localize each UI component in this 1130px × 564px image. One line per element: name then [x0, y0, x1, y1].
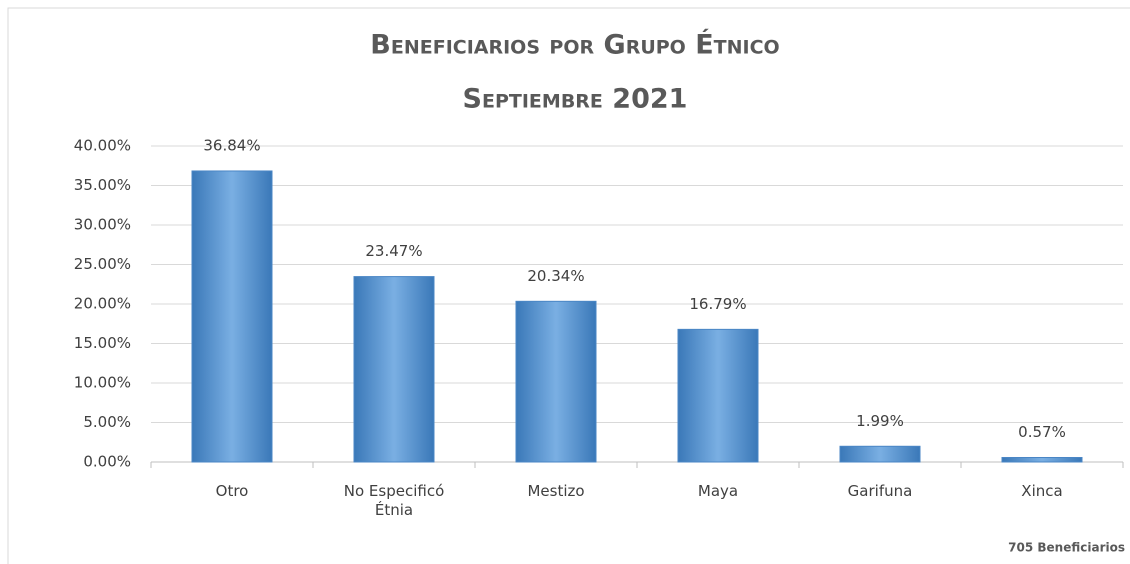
bar [191, 170, 273, 463]
x-tick-label: Maya [697, 482, 739, 500]
y-tick-label: 0.00% [83, 453, 131, 471]
y-tick-label: 40.00% [74, 137, 131, 155]
x-tick-label: Mestizo [527, 482, 585, 500]
bar [515, 300, 597, 463]
x-tick-label: No Especificó Étnia [343, 482, 445, 519]
data-label: 1.99% [856, 412, 904, 430]
y-tick-label: 10.00% [74, 374, 131, 392]
y-tick-label: 15.00% [74, 334, 131, 352]
data-label: 23.47% [365, 242, 422, 260]
x-tick-label: Otro [215, 482, 249, 500]
x-tick-label: Garifuna [847, 482, 913, 500]
annotation: 705 Beneficiarios [1008, 541, 1125, 555]
bar [839, 445, 921, 463]
y-tick-label: 35.00% [74, 176, 131, 194]
y-tick-label: 25.00% [74, 255, 131, 273]
data-label: 0.57% [1018, 423, 1066, 441]
data-label: 36.84% [203, 136, 260, 154]
data-label: 20.34% [527, 267, 584, 285]
chart-border [7, 7, 1130, 564]
bar [1001, 456, 1083, 463]
y-tick-label: 20.00% [74, 295, 131, 313]
y-tick-label: 5.00% [83, 413, 131, 431]
chart-title: Beneficiarios por Grupo Étnico [370, 29, 779, 61]
data-label: 16.79% [689, 295, 746, 313]
chart-subtitle: Septiembre 2021 [463, 84, 688, 115]
bar [677, 328, 759, 463]
y-tick-label: 30.00% [74, 216, 131, 234]
bar [353, 276, 435, 463]
x-tick-label: Xinca [1021, 482, 1063, 500]
